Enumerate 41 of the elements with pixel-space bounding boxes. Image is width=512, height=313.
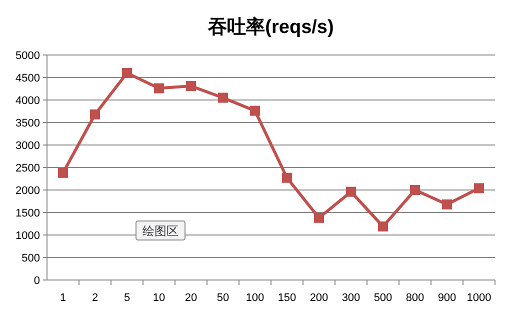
x-tick-label: 2: [92, 292, 98, 304]
point: [90, 109, 100, 120]
point: [122, 68, 132, 78]
y-tick-label: 3500: [16, 118, 40, 130]
x-tick-label: 100: [246, 292, 264, 304]
x-tick-label: 10: [152, 292, 166, 304]
point: [378, 221, 388, 232]
y-tick-label: 500: [22, 252, 40, 264]
y-tick-label: 0: [34, 275, 40, 287]
x-tick-label: 20: [184, 292, 198, 304]
y-tick-label: 2500: [16, 162, 40, 174]
x-tick-label: 1: [60, 292, 66, 304]
point: [282, 172, 292, 183]
y-tick-label: 1500: [16, 208, 40, 220]
x-tick-label: 1000: [466, 292, 492, 304]
point: [314, 212, 324, 223]
x-tick-label: 300: [342, 292, 360, 304]
y-tick-label: 4500: [16, 72, 40, 84]
point: [410, 185, 420, 195]
point: [58, 168, 68, 178]
point: [250, 106, 260, 116]
x-tick-label: 200: [310, 292, 328, 304]
x-tick-label: 900: [438, 292, 456, 304]
x-tick-label: 150: [278, 292, 296, 304]
annotation: 绘图区: [142, 224, 178, 238]
point: [186, 81, 196, 92]
point: [346, 186, 356, 197]
x-tick-label: 800: [406, 292, 424, 304]
y-tick-label: 1000: [16, 230, 40, 242]
y-tick-label: 2000: [16, 185, 40, 197]
chart-title: 吞吐率(reqs/s): [207, 16, 334, 38]
x-tick-label: 5: [124, 292, 130, 304]
point: [442, 199, 452, 210]
point: [218, 92, 228, 103]
x-tick-label: 500: [374, 292, 392, 304]
point: [474, 183, 484, 194]
y-tick-label: 4000: [16, 95, 40, 107]
y-tick-label: 5000: [16, 50, 40, 62]
y-tick-label: 3000: [16, 140, 40, 152]
point: [154, 83, 164, 94]
x-tick-label: 50: [216, 292, 230, 304]
